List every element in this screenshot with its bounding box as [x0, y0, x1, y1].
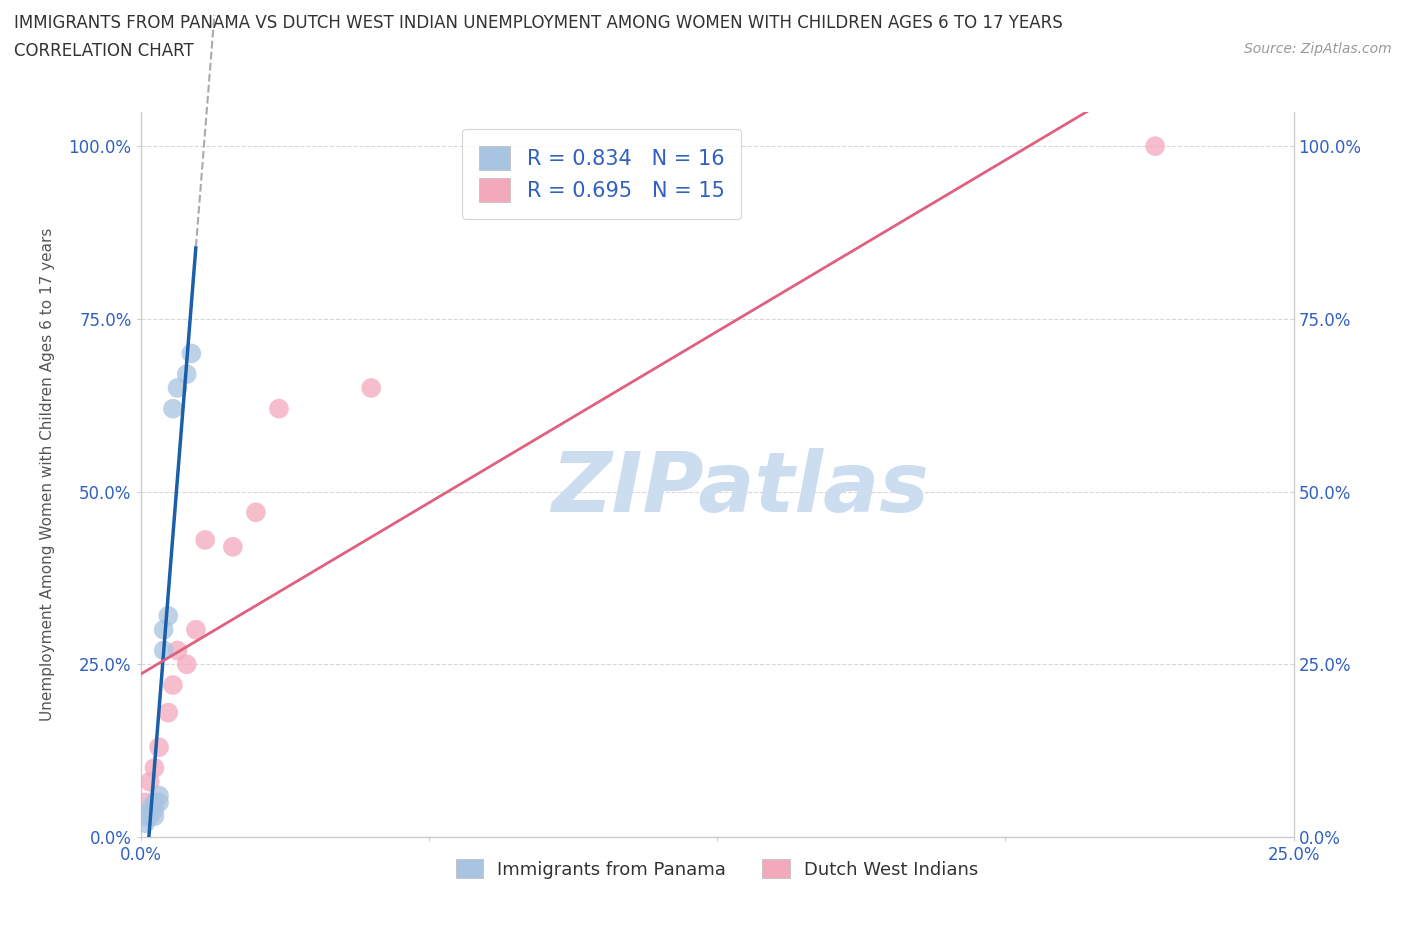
Y-axis label: Unemployment Among Women with Children Ages 6 to 17 years: Unemployment Among Women with Children A… — [39, 228, 55, 721]
Point — [143, 795, 166, 810]
Point — [148, 788, 170, 803]
Point — [166, 643, 188, 658]
Point — [139, 809, 162, 824]
Point — [157, 705, 180, 720]
Point — [360, 380, 382, 395]
Point — [148, 739, 170, 754]
Point — [134, 809, 156, 824]
Point — [139, 775, 162, 790]
Point — [194, 533, 217, 548]
Point — [162, 678, 184, 693]
Point — [166, 380, 188, 395]
Text: IMMIGRANTS FROM PANAMA VS DUTCH WEST INDIAN UNEMPLOYMENT AMONG WOMEN WITH CHILDR: IMMIGRANTS FROM PANAMA VS DUTCH WEST IND… — [14, 14, 1063, 32]
Legend: Immigrants from Panama, Dutch West Indians: Immigrants from Panama, Dutch West India… — [449, 852, 986, 886]
Point — [143, 761, 166, 776]
Text: ZIPatlas: ZIPatlas — [551, 448, 929, 529]
Text: Source: ZipAtlas.com: Source: ZipAtlas.com — [1244, 42, 1392, 56]
Point — [143, 802, 166, 817]
Point — [152, 622, 174, 637]
Point — [157, 608, 180, 623]
Point — [134, 795, 156, 810]
Point — [222, 539, 245, 554]
Point — [162, 401, 184, 416]
Point — [176, 366, 198, 381]
Point — [184, 622, 207, 637]
Point — [152, 643, 174, 658]
Point — [143, 809, 166, 824]
Point — [148, 795, 170, 810]
Point — [245, 505, 267, 520]
Point — [1144, 139, 1167, 153]
Text: CORRELATION CHART: CORRELATION CHART — [14, 42, 194, 60]
Point — [180, 346, 202, 361]
Point — [134, 816, 156, 830]
Point — [139, 802, 162, 817]
Point — [267, 401, 290, 416]
Point — [176, 657, 198, 671]
